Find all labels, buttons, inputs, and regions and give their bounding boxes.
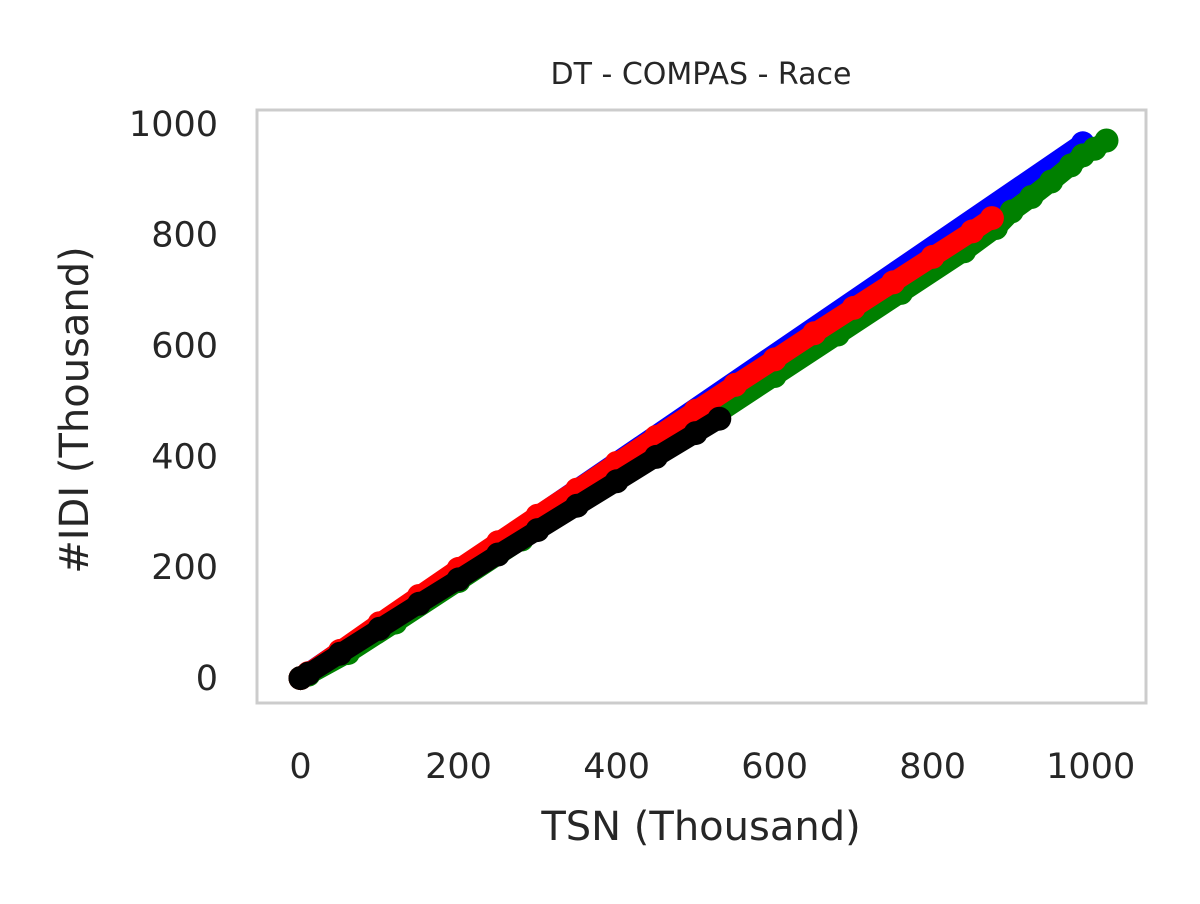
series-4-point [328, 641, 352, 666]
y-tick-label: 1000 [129, 105, 218, 145]
chart-title: DT - COMPAS - Race [551, 57, 852, 92]
y-tick-label: 0 [196, 659, 218, 699]
y-tick-label: 200 [151, 548, 218, 588]
y-tick-label: 400 [151, 437, 218, 477]
series-4-point [565, 493, 589, 518]
x-tick-labels: 0 200 400 600 800 1000 [289, 747, 1135, 787]
x-tick-label: 1000 [1046, 747, 1135, 787]
series-2-point [1039, 169, 1064, 194]
series-3-point [762, 347, 787, 372]
x-tick-label: 800 [899, 747, 966, 787]
series-3-point [960, 219, 985, 244]
series-3-point [683, 398, 708, 423]
y-tick-labels: 0 200 400 600 800 1000 [129, 105, 218, 699]
series-2-point [1094, 128, 1119, 153]
series-4-point [446, 567, 471, 592]
data-marks [288, 128, 1119, 691]
series-4-point [296, 661, 321, 686]
series-4-point [407, 591, 431, 616]
series-4-point [486, 542, 510, 567]
series-2-point [1019, 185, 1044, 209]
series-4-point [644, 444, 669, 469]
y-tick-label: 600 [151, 327, 218, 367]
series-3-point [920, 244, 945, 269]
series-4-point [683, 421, 708, 446]
series-3-point [881, 270, 906, 295]
y-axis-label: #IDI (Thousand) [52, 246, 98, 574]
x-tick-label: 0 [289, 747, 311, 787]
y-tick-label: 800 [151, 216, 218, 256]
x-tick-label: 200 [425, 747, 492, 787]
plot-frame [255, 108, 1148, 705]
series-4-point [604, 469, 629, 494]
series-2-point [999, 199, 1024, 224]
x-tick-label: 400 [583, 747, 650, 787]
series-3-point [723, 372, 748, 397]
series-3-point [979, 206, 1004, 231]
series-3-point [841, 295, 866, 320]
series-3-point [802, 321, 827, 346]
series-4-point [525, 518, 550, 543]
series-4-point [367, 616, 392, 641]
x-axis-label: TSN (Thousand) [540, 804, 860, 850]
x-tick-label: 600 [741, 747, 808, 787]
series-4-point [707, 406, 732, 431]
